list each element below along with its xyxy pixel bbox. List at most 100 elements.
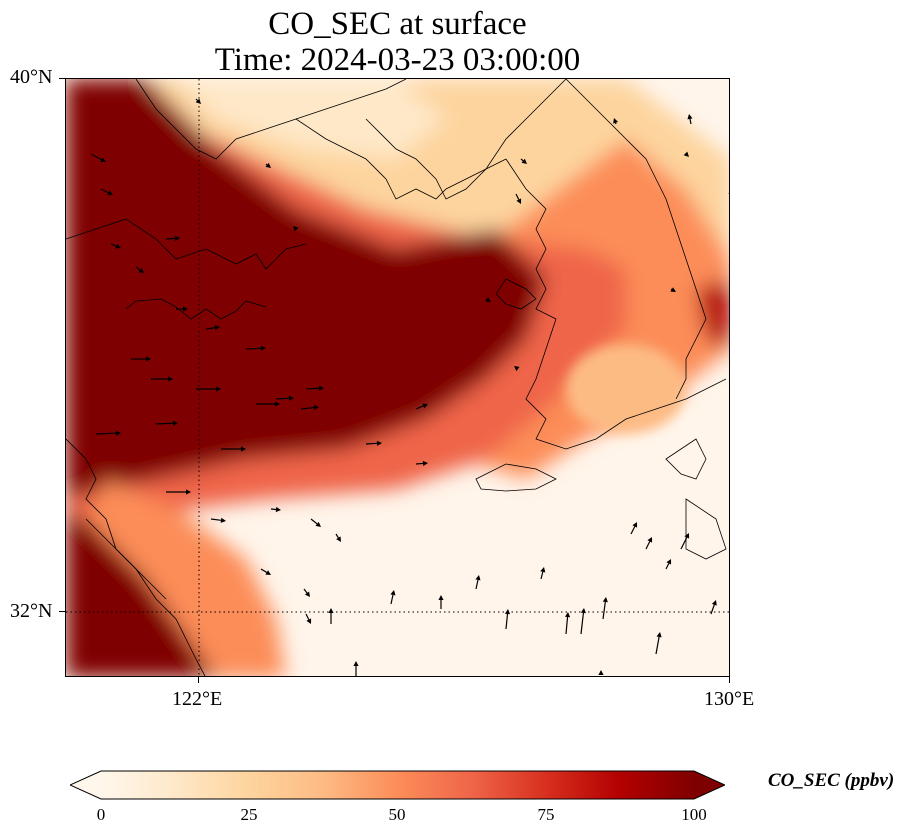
wind-arrow-shaft bbox=[110, 243, 117, 247]
colorbar-outline bbox=[70, 770, 725, 800]
lon-tick-mark-130 bbox=[729, 677, 730, 683]
wind-arrow-head bbox=[666, 559, 672, 565]
wind-arrow-head bbox=[115, 243, 121, 249]
colorbar-extend-low bbox=[70, 771, 101, 799]
wind-arrow-head bbox=[516, 198, 522, 204]
wind-arrow-shaft bbox=[300, 406, 315, 410]
wind-arrow-head bbox=[214, 325, 220, 331]
wind-arrow-head bbox=[183, 306, 188, 312]
map-panel bbox=[65, 78, 730, 677]
wind-arrow-head bbox=[195, 98, 201, 104]
wind-arrow-head bbox=[115, 430, 121, 436]
wind-arrow-shaft bbox=[630, 526, 636, 535]
wind-arrow-head bbox=[241, 446, 246, 452]
wind-arrow-head bbox=[632, 522, 638, 528]
wind-arrow-head bbox=[521, 158, 527, 164]
wind-arrow-head bbox=[656, 632, 662, 638]
wind-arrow-head bbox=[293, 226, 299, 232]
wind-arrow-head bbox=[265, 570, 271, 575]
wind-arrow-head bbox=[315, 521, 321, 527]
lat-tick-label-40: 40°N bbox=[10, 66, 53, 88]
wind-arrow-shaft bbox=[335, 533, 339, 539]
wind-arrow-head bbox=[328, 608, 334, 613]
wind-arrow-shaft bbox=[195, 98, 198, 101]
colorbar-gradient bbox=[101, 771, 694, 799]
map-canvas bbox=[66, 79, 729, 676]
wind-arrow-head bbox=[318, 385, 324, 391]
wind-arrow-head bbox=[275, 506, 281, 513]
wind-arrow-head bbox=[260, 345, 266, 351]
wind-arrow-shaft bbox=[303, 588, 308, 594]
field-southwest-mid bbox=[86, 479, 286, 676]
field-korea-light bbox=[566, 344, 686, 434]
wind-arrow-shaft bbox=[645, 541, 651, 550]
colorbar-tick-25: 25 bbox=[240, 805, 258, 824]
wind-arrow-head bbox=[353, 661, 359, 666]
wind-arrow-shaft bbox=[415, 462, 424, 465]
lat-tick-label-32: 32°N bbox=[10, 600, 53, 622]
wind-arrow-head bbox=[304, 591, 310, 597]
wind-arrow-shaft bbox=[305, 387, 320, 390]
wind-arrow-shaft bbox=[365, 442, 378, 445]
wind-arrow-head bbox=[390, 590, 396, 596]
wind-arrow-head bbox=[313, 404, 319, 411]
wind-arrow-head bbox=[422, 460, 428, 467]
wind-arrow-head bbox=[275, 401, 280, 407]
wind-arrow-shaft bbox=[265, 163, 268, 166]
wind-arrow-shaft bbox=[90, 153, 102, 161]
wind-arrow-shaft bbox=[210, 518, 222, 521]
wind-arrow-head bbox=[475, 575, 481, 581]
wind-arrow-head bbox=[168, 376, 173, 382]
wind-arrow-head bbox=[422, 403, 428, 409]
wind-arrow-head bbox=[728, 192, 729, 194]
wind-arrow-shaft bbox=[602, 601, 606, 620]
wind-arrow-head bbox=[540, 567, 546, 573]
wind-arrow-head bbox=[146, 356, 151, 362]
wind-arrow-head bbox=[265, 162, 271, 168]
lon-tick-label-130: 130°E bbox=[704, 688, 755, 710]
lat-tick-mark-32 bbox=[59, 611, 65, 612]
colorbar bbox=[70, 770, 725, 800]
wind-arrow-shaft bbox=[710, 604, 715, 615]
wind-arrow-head bbox=[711, 600, 717, 606]
wind-arrow-shaft bbox=[655, 636, 660, 655]
wind-arrow-head bbox=[107, 190, 113, 196]
colorbar-tick-50: 50 bbox=[388, 805, 406, 824]
concentration-field bbox=[66, 79, 729, 676]
wind-arrow-shaft bbox=[270, 508, 277, 511]
wind-arrow-head bbox=[684, 533, 690, 539]
wind-arrow-shaft bbox=[505, 613, 509, 630]
wind-arrow-shaft bbox=[205, 327, 216, 330]
wind-arrow-head bbox=[306, 618, 312, 624]
colorbar-extend-high bbox=[694, 771, 725, 799]
coastlines bbox=[66, 79, 727, 676]
wind-arrow-shaft bbox=[135, 266, 141, 271]
wind-arrow-shaft bbox=[475, 579, 479, 590]
wind-arrow-shaft bbox=[260, 568, 268, 573]
wind-arrow-shaft bbox=[515, 193, 520, 200]
colorbar-tick-100: 100 bbox=[681, 805, 707, 824]
wind-arrow-shaft bbox=[680, 537, 688, 550]
wind-arrow-shaft bbox=[305, 613, 310, 620]
wind-arrow-shaft bbox=[580, 612, 585, 635]
wind-arrow-shaft bbox=[565, 616, 569, 635]
wind-arrow-head bbox=[138, 267, 144, 273]
wind-arrow-head bbox=[216, 386, 221, 392]
wind-arrow-head bbox=[100, 157, 106, 162]
wind-arrow-shaft bbox=[415, 405, 424, 410]
field-east-edge bbox=[696, 279, 729, 349]
wind-arrow-head bbox=[687, 114, 693, 120]
wind-arrow-head bbox=[580, 608, 587, 614]
wind-arrow-head bbox=[514, 366, 520, 372]
colorbar-tick-75: 75 bbox=[537, 805, 555, 824]
colorbar-label: CO_SEC (ppbv) bbox=[768, 770, 895, 791]
lon-tick-mark-122 bbox=[198, 677, 199, 683]
wind-arrow-shaft bbox=[100, 188, 109, 194]
wind-arrow-shaft bbox=[155, 422, 174, 425]
colorbar-tick-0: 0 bbox=[96, 805, 106, 824]
wind-arrow-shaft bbox=[540, 571, 544, 580]
wind-arrow-head bbox=[186, 489, 191, 495]
wind-arrow-head bbox=[504, 609, 511, 615]
wind-arrow-head bbox=[598, 670, 604, 675]
wind-arrow-head bbox=[376, 440, 382, 446]
